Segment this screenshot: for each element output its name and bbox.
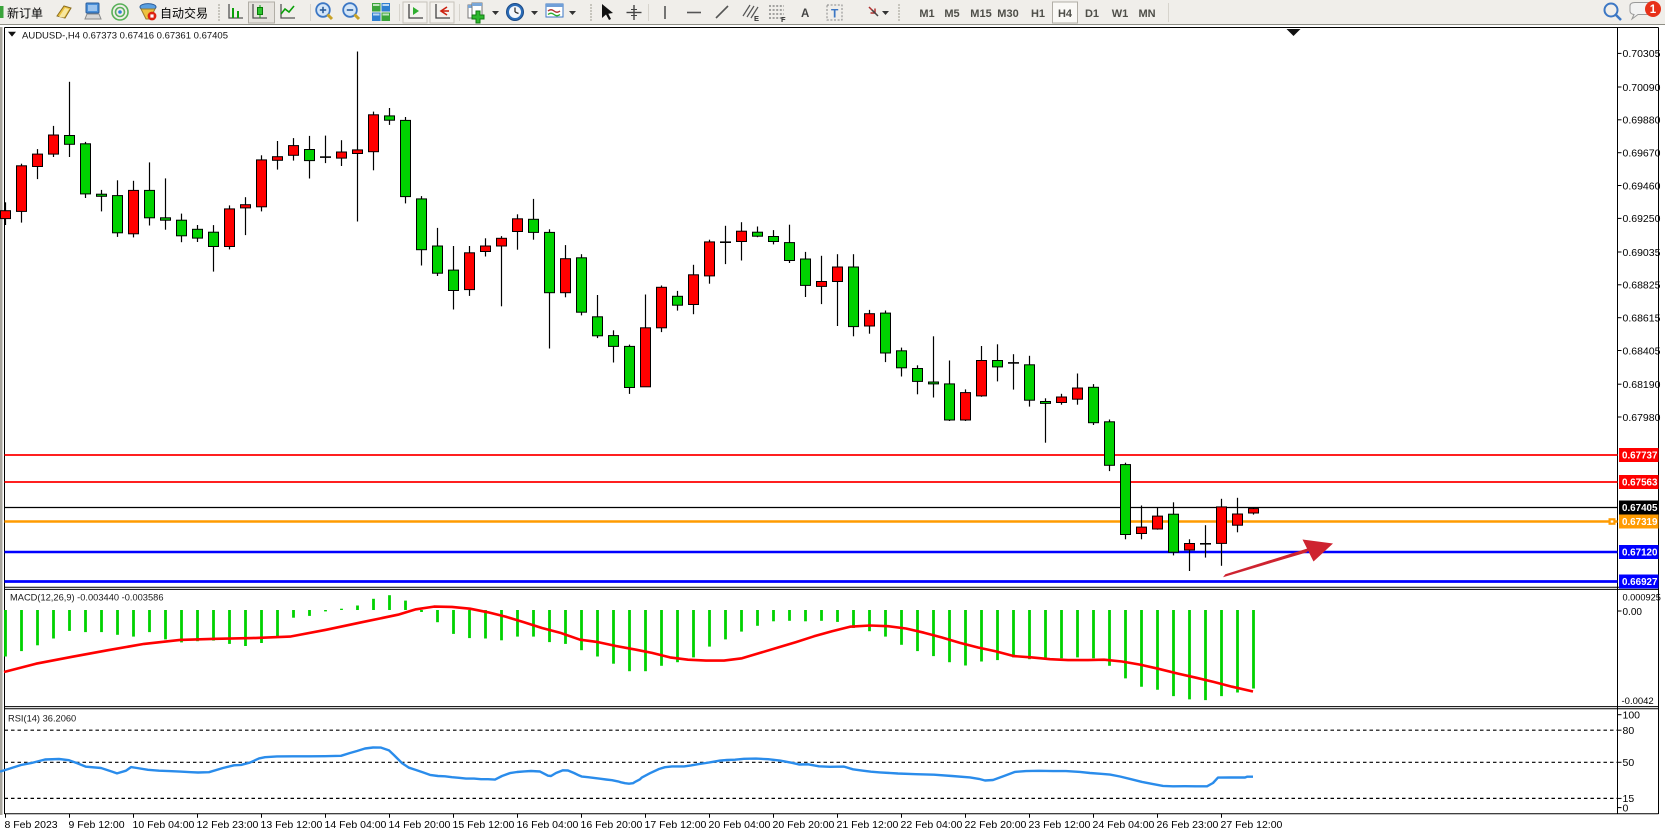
svg-text:自动交易: 自动交易 <box>160 6 208 21</box>
svg-text:-0.0042: -0.0042 <box>1622 696 1654 707</box>
svg-text:H1: H1 <box>1031 8 1045 20</box>
svg-text:MN: MN <box>1138 8 1155 20</box>
svg-text:14 Feb 20:00: 14 Feb 20:00 <box>389 819 451 831</box>
svg-text:0.68615: 0.68615 <box>1623 313 1661 325</box>
svg-text:20 Feb 20:00: 20 Feb 20:00 <box>773 819 835 831</box>
svg-text:1: 1 <box>1650 4 1657 16</box>
svg-text:0.69880: 0.69880 <box>1623 115 1661 127</box>
svg-text:8 Feb 2023: 8 Feb 2023 <box>5 819 58 831</box>
svg-text:13 Feb 12:00: 13 Feb 12:00 <box>261 819 323 831</box>
svg-text:0.70090: 0.70090 <box>1623 82 1661 94</box>
svg-text:0.000925: 0.000925 <box>1623 593 1661 603</box>
svg-text:23 Feb 12:00: 23 Feb 12:00 <box>1029 819 1091 831</box>
svg-text:MACD(12,26,9) -0.003440 -0.003: MACD(12,26,9) -0.003440 -0.003586 <box>10 593 164 603</box>
svg-text:24 Feb 04:00: 24 Feb 04:00 <box>1093 819 1155 831</box>
svg-text:0.70305: 0.70305 <box>1623 48 1661 60</box>
svg-text:0.67737: 0.67737 <box>1622 451 1658 462</box>
svg-text:22 Feb 20:00: 22 Feb 20:00 <box>965 819 1027 831</box>
svg-text:W1: W1 <box>1112 8 1129 20</box>
svg-text:0.68405: 0.68405 <box>1623 345 1661 357</box>
svg-text:T: T <box>831 7 839 21</box>
svg-text:0.00: 0.00 <box>1623 607 1643 618</box>
svg-text:50: 50 <box>1623 757 1635 769</box>
svg-text:0.69250: 0.69250 <box>1623 213 1661 225</box>
svg-text:27 Feb 12:00: 27 Feb 12:00 <box>1221 819 1283 831</box>
svg-text:20 Feb 04:00: 20 Feb 04:00 <box>709 819 771 831</box>
svg-text:12 Feb 23:00: 12 Feb 23:00 <box>197 819 259 831</box>
svg-text:F: F <box>781 15 786 24</box>
svg-text:0.69460: 0.69460 <box>1623 180 1661 192</box>
svg-text:新订单: 新订单 <box>7 6 43 21</box>
svg-text:10 Feb 04:00: 10 Feb 04:00 <box>133 819 195 831</box>
svg-text:0: 0 <box>1623 802 1629 814</box>
svg-text:D1: D1 <box>1085 8 1099 20</box>
svg-text:M15: M15 <box>970 8 991 20</box>
svg-text:A: A <box>801 8 809 20</box>
svg-text:M5: M5 <box>944 8 959 20</box>
svg-text:26 Feb 23:00: 26 Feb 23:00 <box>1157 819 1219 831</box>
svg-text:0.67563: 0.67563 <box>1622 478 1658 489</box>
svg-text:15 Feb 12:00: 15 Feb 12:00 <box>453 819 515 831</box>
svg-text:22 Feb 04:00: 22 Feb 04:00 <box>901 819 963 831</box>
svg-text:0.67120: 0.67120 <box>1622 548 1658 559</box>
svg-text:H4: H4 <box>1058 8 1073 20</box>
svg-text:AUDUSD-,H4 0.67373 0.67416 0.: AUDUSD-,H4 0.67373 0.67416 0.67361 0.674… <box>22 31 228 42</box>
svg-text:RSI(14) 36.2060: RSI(14) 36.2060 <box>8 714 76 724</box>
svg-text:0.67980: 0.67980 <box>1623 412 1661 424</box>
svg-text:E: E <box>754 14 759 23</box>
svg-text:M30: M30 <box>997 8 1018 20</box>
svg-text:0.66927: 0.66927 <box>1622 577 1658 588</box>
svg-text:17 Feb 12:00: 17 Feb 12:00 <box>645 819 707 831</box>
svg-text:0.69035: 0.69035 <box>1623 247 1661 259</box>
svg-text:15: 15 <box>1623 793 1635 805</box>
svg-text:9 Feb 12:00: 9 Feb 12:00 <box>69 819 125 831</box>
svg-text:21 Feb 12:00: 21 Feb 12:00 <box>837 819 899 831</box>
svg-text:16 Feb 04:00: 16 Feb 04:00 <box>517 819 579 831</box>
svg-text:100: 100 <box>1623 710 1641 722</box>
svg-text:0.68190: 0.68190 <box>1623 379 1661 391</box>
svg-text:0.68825: 0.68825 <box>1623 280 1661 292</box>
svg-text:14 Feb 04:00: 14 Feb 04:00 <box>325 819 387 831</box>
svg-text:M1: M1 <box>919 8 934 20</box>
svg-text:0.69670: 0.69670 <box>1623 148 1661 160</box>
svg-text:0.67405: 0.67405 <box>1622 503 1658 514</box>
svg-text:16 Feb 20:00: 16 Feb 20:00 <box>581 819 643 831</box>
svg-text:0.67319: 0.67319 <box>1622 517 1658 528</box>
svg-text:80: 80 <box>1623 725 1635 737</box>
